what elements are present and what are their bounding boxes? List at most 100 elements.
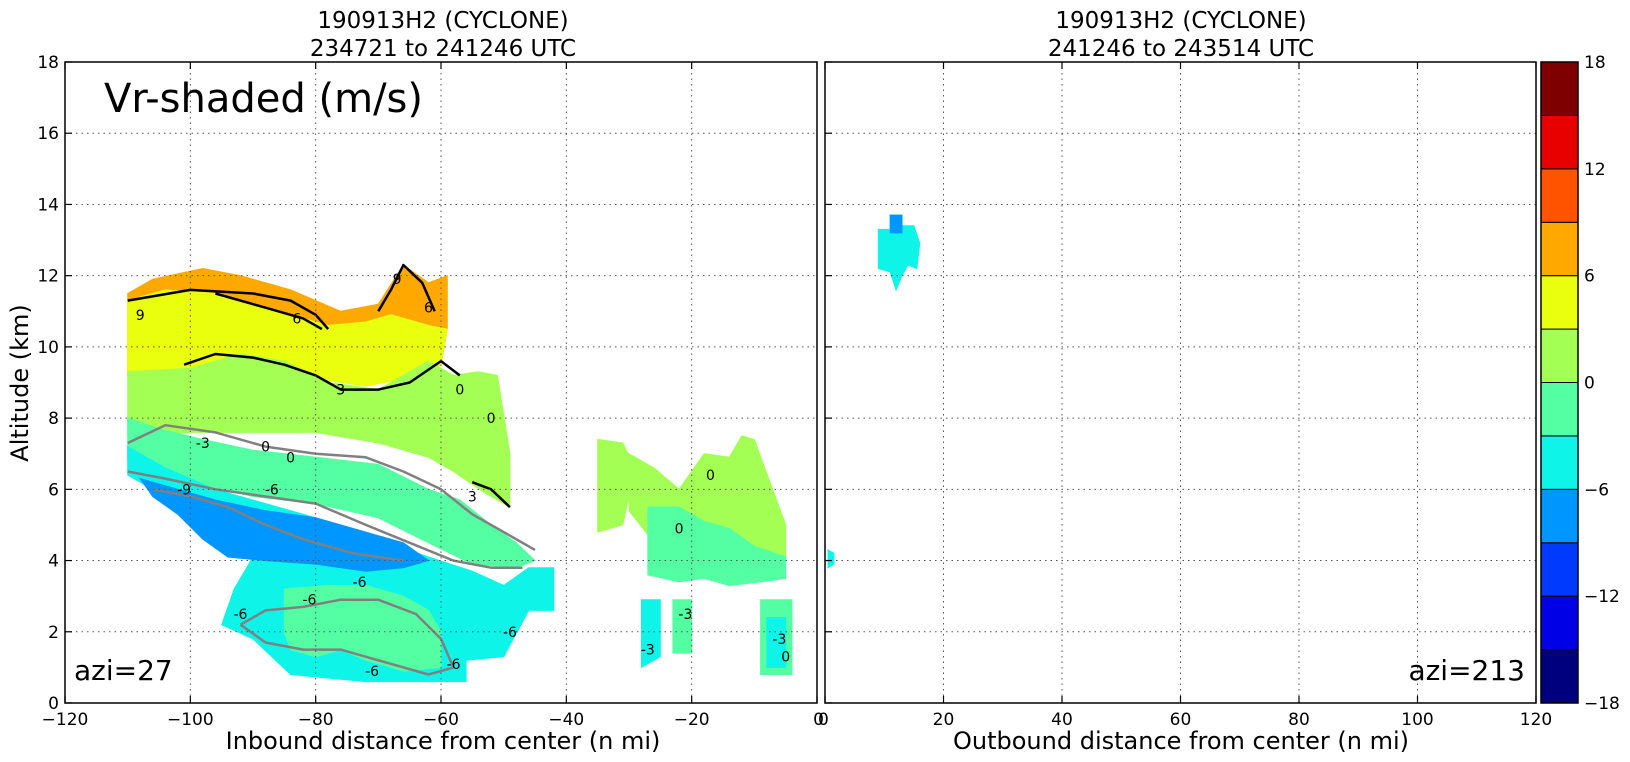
left-contour-label: -6 [233,607,247,623]
left-x-axis-label: Inbound distance from center (n mi) [226,727,661,755]
colorbar-band [1540,168,1579,223]
left-contour-label: -6 [353,575,367,591]
colorbar-tick-label: −12 [1584,587,1620,607]
left-x-ticks: −120 −100 −80 −60 −40 −20 0 [42,62,824,730]
y-tick-label: 10 [37,338,59,358]
left-contour-label: 0 [781,650,790,666]
left-shaded-region [766,617,787,668]
right-x-ticks: 0 20 40 60 80 100 120 [818,62,1552,730]
colorbar-tick-label: 18 [1584,53,1606,73]
left-shaded-region [127,353,511,508]
y-tick-label: 2 [48,623,59,643]
left-contour-label: -3 [678,607,692,623]
colorbar-band [1540,595,1579,651]
y-tick-label: 16 [37,124,59,144]
right-x-tick-label: 80 [1288,710,1310,730]
left-contour-line [127,288,330,330]
left-contour-label: 0 [286,450,295,466]
colorbar-tick-label: 6 [1584,267,1595,287]
left-shaded-region [127,417,536,569]
colorbar-band [1540,649,1579,704]
left-contour-label: -6 [503,625,517,641]
left-x-tick-label: −100 [167,710,214,730]
colorbar-band [1540,328,1579,384]
colorbar-tick-label: −18 [1584,694,1620,714]
left-grid [65,62,817,703]
colorbar-frame [1540,61,1579,704]
right-shaded-regions [827,214,921,569]
left-x-tick-label: −120 [42,710,89,730]
right-x-tick-label: 120 [1520,710,1552,730]
right-x-tick-label: 0 [818,710,829,730]
left-azimuth-label: azi=27 [74,654,173,687]
left-contour-label: 0 [455,383,464,399]
colorbar: −18 −12 −6 0 6 12 18 [1540,53,1620,714]
colorbar-tick-label: 12 [1584,160,1606,180]
vr-shaded-label: Vr-shaded (m/s) [104,76,423,122]
left-contour-label: -9 [177,482,191,498]
left-shaded-region [672,599,693,654]
left-contour-label: -3 [641,643,655,659]
left-contour-label: 6 [292,311,301,327]
left-contour-label: -3 [196,436,210,452]
left-contour-line [239,598,455,676]
colorbar-band [1540,488,1579,544]
right-title-line2: 241246 to 243514 UTC [1048,36,1314,62]
colorbar-band [1540,61,1579,116]
colorbar-tick-labels: −18 −12 −6 0 6 12 18 [1584,53,1620,714]
left-x-tick-label: −80 [298,710,334,730]
left-shaded-region [647,506,787,587]
left-contour-label: 9 [393,272,402,288]
left-contour-line [183,352,461,391]
left-x-tick-label: −40 [548,710,584,730]
right-shaded-region [827,549,835,569]
y-tick-label: 8 [48,409,59,429]
left-contour-label: -6 [447,657,461,673]
left-contour-line [377,263,436,312]
y-axis-label: Altitude (km) [6,304,34,461]
left-contour-label: -6 [365,664,379,680]
right-x-tick-label: 100 [1401,710,1433,730]
y-tick-label: 18 [37,53,59,73]
left-x-tick-label: 0 [813,710,824,730]
left-contour-label: 0 [706,468,715,484]
colorbar-tick-label: −6 [1584,480,1609,500]
right-grid [825,61,1536,704]
colorbar-band [1540,542,1579,597]
left-panel: 190913H2 (CYCLONE) 234721 to 241246 UTC … [6,8,824,755]
left-contour-label: -6 [265,482,279,498]
left-contour-label: -3 [772,632,786,648]
left-contour-label: 3 [336,383,345,399]
colorbar-bands [1540,61,1579,704]
colorbar-band [1540,382,1579,437]
y-tick-label: 12 [37,267,59,287]
left-contour-line [471,481,511,509]
right-azimuth-label: azi=213 [1408,654,1525,687]
left-contour-label: 9 [136,308,145,324]
left-shaded-regions [127,264,793,683]
right-shaded-region [889,214,903,234]
left-contour-label: 0 [261,440,270,456]
colorbar-band [1540,435,1579,490]
right-panel: 190913H2 (CYCLONE) 241246 to 243514 UTC … [818,8,1552,755]
colorbar-band [1540,275,1579,330]
left-contour-line [127,470,523,569]
right-x-tick-label: 40 [1051,710,1073,730]
colorbar-band [1540,114,1579,170]
left-contour-label: 0 [675,522,684,538]
left-contour-label: -6 [302,593,316,609]
colorbar-band [1540,221,1579,277]
left-title-line2: 234721 to 241246 UTC [310,36,576,62]
left-y-ticks: 0 2 4 6 8 10 12 14 16 18 [37,53,72,714]
left-contour-label: 0 [487,411,496,427]
left-shaded-region [641,599,661,669]
left-contour-lines [127,263,536,676]
left-title-line1: 190913H2 (CYCLONE) [317,8,568,34]
y-tick-label: 0 [48,694,59,714]
colorbar-tick-label: 0 [1584,374,1595,394]
left-x-tick-label: −20 [674,710,710,730]
left-shaded-region [597,438,636,533]
right-x-tick-label: 60 [1170,710,1192,730]
